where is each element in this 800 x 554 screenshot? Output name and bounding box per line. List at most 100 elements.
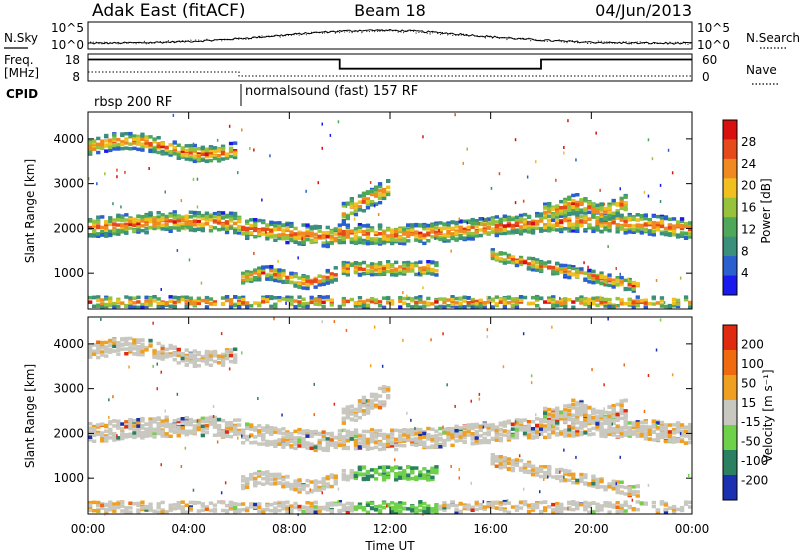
power-cell xyxy=(603,280,608,285)
velocity-cell xyxy=(88,503,93,507)
power-cell xyxy=(559,225,564,229)
power-cell xyxy=(164,214,169,219)
power-cell xyxy=(446,239,451,243)
velocity-cell xyxy=(454,433,459,438)
power-cell xyxy=(349,297,354,302)
power-cell xyxy=(208,149,214,154)
velocity-cell xyxy=(454,504,459,508)
power-cell xyxy=(619,213,624,218)
velocity-cell xyxy=(168,354,173,358)
power-cell xyxy=(591,229,596,234)
power-cell xyxy=(140,137,145,142)
velocity-cell xyxy=(434,468,439,472)
power-cell xyxy=(265,232,270,236)
power-cell xyxy=(567,207,572,212)
power-cell xyxy=(237,231,242,235)
velocity-cell xyxy=(333,479,338,483)
power-cell xyxy=(571,211,576,215)
power-cell xyxy=(104,223,109,227)
velocity-cell xyxy=(454,404,456,408)
power-cell xyxy=(522,218,528,222)
power-cell xyxy=(365,239,371,244)
velocity-cell xyxy=(269,441,274,445)
power-cell xyxy=(220,302,226,306)
power-cell xyxy=(591,213,596,218)
velocity-cell xyxy=(112,506,117,510)
power-cell xyxy=(220,214,226,218)
velocity-cell xyxy=(466,503,471,507)
velocity-cell xyxy=(277,442,282,446)
velocity-cell xyxy=(168,425,173,429)
power-cell xyxy=(285,298,290,302)
power-cell xyxy=(96,224,101,228)
velocity-cell xyxy=(309,509,314,513)
power-cell xyxy=(152,299,157,303)
velocity-cell xyxy=(381,388,387,393)
power-cell xyxy=(426,260,431,264)
power-cell xyxy=(377,189,383,193)
power-cell xyxy=(285,222,290,227)
power-cell xyxy=(434,305,439,309)
power-cell xyxy=(277,276,282,281)
power-cell xyxy=(317,295,322,299)
power-cell xyxy=(587,304,592,309)
power-cell xyxy=(156,218,161,223)
power-cell xyxy=(208,225,214,229)
power-cell xyxy=(245,275,250,279)
power-cell xyxy=(285,275,290,280)
power-cell xyxy=(120,142,125,147)
power-cell xyxy=(406,229,411,233)
power-cell xyxy=(438,297,443,301)
sky-tick-bottom: 10^0 xyxy=(51,38,84,52)
power-cell xyxy=(269,220,274,225)
power-cell xyxy=(571,198,576,203)
velocity-cell xyxy=(341,428,346,432)
power-cell xyxy=(337,229,342,233)
power-cell xyxy=(651,229,656,234)
velocity-cell xyxy=(293,436,298,440)
velocity-cell xyxy=(313,510,318,514)
velocity-cell xyxy=(128,421,133,426)
power-cell xyxy=(204,215,210,220)
power-cell xyxy=(184,300,189,304)
power-cell xyxy=(353,227,359,231)
power-cell xyxy=(390,228,395,232)
power-cell xyxy=(547,296,552,300)
power-cell xyxy=(228,219,234,223)
power-cell xyxy=(486,295,489,299)
power-cell xyxy=(104,220,109,224)
velocity-cell xyxy=(398,443,403,448)
velocity-cell xyxy=(514,418,520,422)
power-cell xyxy=(575,158,577,162)
velocity-cell xyxy=(341,440,346,444)
power-cell xyxy=(535,268,540,272)
velocity-cell xyxy=(184,416,189,420)
power-cell xyxy=(269,265,274,269)
velocity-cell xyxy=(253,440,258,445)
power-cell xyxy=(667,226,673,230)
power-cell xyxy=(466,303,471,308)
power-cell xyxy=(301,297,306,301)
power-cell xyxy=(510,260,516,265)
power-cell xyxy=(160,144,165,149)
velocity-cell xyxy=(285,504,290,509)
power-cell xyxy=(224,156,230,160)
velocity-cell xyxy=(176,392,179,396)
power-cell xyxy=(526,302,532,306)
power-cell xyxy=(188,210,193,214)
power-cell xyxy=(233,227,238,231)
power-cell xyxy=(140,215,145,219)
velocity-cell xyxy=(297,484,302,488)
velocity-cell xyxy=(530,508,536,512)
power-cell xyxy=(144,136,149,140)
power-cell xyxy=(152,137,157,141)
velocity-cell xyxy=(394,502,399,506)
velocity-cell xyxy=(241,435,246,440)
power-cell xyxy=(233,216,238,221)
power-cell xyxy=(454,225,459,229)
velocity-cell xyxy=(333,436,338,440)
velocity-cell xyxy=(257,474,262,478)
power-cell xyxy=(184,225,189,229)
power-cell xyxy=(482,301,487,305)
velocity-cell xyxy=(402,433,407,437)
